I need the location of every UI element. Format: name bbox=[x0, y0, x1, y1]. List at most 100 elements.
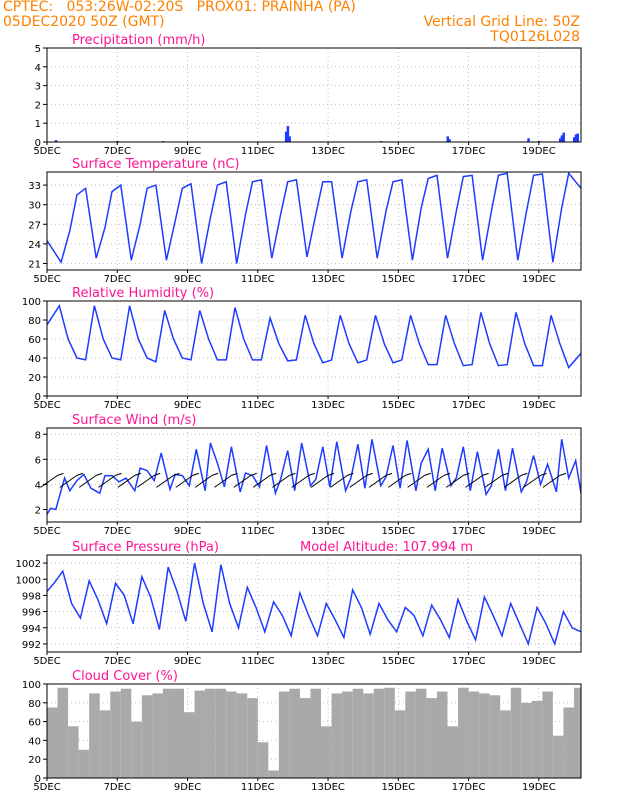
panel-title: Surface Wind (m/s) bbox=[72, 413, 196, 428]
x-tick-label: 5DEC bbox=[33, 782, 60, 793]
y-tick-label: 60 bbox=[28, 335, 41, 346]
cloud-bar bbox=[152, 693, 163, 778]
cloud-bar bbox=[394, 710, 406, 778]
y-tick-label: 992 bbox=[22, 640, 41, 651]
y-tick-label: 20 bbox=[28, 755, 41, 766]
wind-barb bbox=[117, 474, 136, 488]
wind-barb-flag bbox=[521, 472, 528, 476]
wind-barb bbox=[503, 474, 522, 488]
y-tick-label: 1 bbox=[35, 119, 41, 130]
precip-bar bbox=[527, 138, 530, 142]
x-tick-label: 17DEC bbox=[452, 782, 486, 793]
wind-barb-flag bbox=[482, 472, 489, 476]
series-line bbox=[47, 172, 581, 265]
wind-barb-flag bbox=[366, 472, 373, 476]
wind-barb bbox=[252, 474, 271, 488]
cloud-bar bbox=[436, 691, 448, 778]
wind-barb bbox=[426, 474, 445, 488]
cloud-bar bbox=[552, 735, 564, 778]
y-tick-label: 80 bbox=[28, 699, 41, 710]
cloud-bar bbox=[415, 688, 427, 778]
y-tick-label: 60 bbox=[28, 718, 41, 729]
y-tick-label: 24 bbox=[28, 240, 41, 251]
precip-bar bbox=[574, 134, 578, 142]
y-tick-label: 3 bbox=[35, 82, 41, 93]
x-tick-label: 13DEC bbox=[311, 782, 345, 793]
x-tick-label: 11DEC bbox=[241, 274, 275, 285]
precip-bar bbox=[288, 136, 291, 142]
x-tick-label: 15DEC bbox=[381, 656, 415, 667]
y-tick-label: 21 bbox=[28, 259, 41, 270]
wind-barb-flag bbox=[347, 472, 354, 476]
x-tick-label: 17DEC bbox=[452, 656, 486, 667]
cloud-bar bbox=[268, 770, 279, 778]
cloud-bar bbox=[310, 688, 322, 778]
wind-barb-flag bbox=[76, 472, 84, 476]
precip-bar bbox=[286, 126, 290, 142]
x-tick-label: 15DEC bbox=[381, 146, 415, 157]
series-line bbox=[47, 303, 581, 369]
wind-barb bbox=[194, 474, 213, 488]
panel-title: Cloud Cover (%) bbox=[72, 669, 178, 684]
x-tick-label: 19DEC bbox=[522, 782, 556, 793]
panel-2: 21 24 27 30 33 5DEC 7DEC 9DEC 11DEC 13DEC 15DEC 17D… bbox=[28, 157, 582, 285]
x-tick-label: 17DEC bbox=[452, 400, 486, 411]
cloud-bar bbox=[384, 687, 395, 778]
y-tick-label: 4 bbox=[35, 63, 41, 74]
cloud-bar bbox=[278, 691, 290, 778]
panel-frame bbox=[46, 171, 582, 271]
cloud-bar bbox=[184, 712, 195, 778]
wind-barb-flag bbox=[501, 472, 509, 476]
cloud-bar bbox=[531, 700, 543, 778]
y-tick-label: 40 bbox=[28, 354, 41, 365]
wind-barb bbox=[175, 474, 194, 488]
x-tick-label: 7DEC bbox=[104, 782, 131, 793]
cloud-bar bbox=[479, 693, 490, 778]
wind-barb bbox=[542, 474, 561, 488]
cloud-bar bbox=[57, 687, 69, 778]
wind-barb bbox=[98, 474, 116, 488]
y-tick-label: 996 bbox=[22, 608, 41, 619]
y-tick-label: 994 bbox=[22, 624, 41, 635]
precip-bar bbox=[448, 139, 451, 142]
y-tick-label: 40 bbox=[28, 736, 41, 747]
x-tick-label: 5DEC bbox=[33, 274, 60, 285]
cloud-bar bbox=[342, 691, 353, 778]
wind-barb-flag bbox=[96, 472, 103, 476]
x-tick-label: 13DEC bbox=[311, 400, 345, 411]
x-tick-label: 19DEC bbox=[522, 400, 556, 411]
wind-barb-flag bbox=[134, 472, 141, 476]
cloud-bar bbox=[120, 688, 132, 778]
cloud-bar bbox=[257, 742, 269, 778]
x-tick-label: 15DEC bbox=[381, 782, 415, 793]
x-tick-label: 5DEC bbox=[33, 526, 60, 537]
precip-bar bbox=[558, 138, 562, 142]
cloud-bar bbox=[458, 687, 469, 778]
wind-barb-flag bbox=[385, 472, 393, 476]
x-tick-label: 5DEC bbox=[33, 146, 60, 157]
precip-bar bbox=[576, 133, 579, 142]
cloud-bar bbox=[363, 693, 374, 778]
wind-barb bbox=[40, 474, 58, 488]
wind-barb bbox=[368, 474, 387, 488]
wind-barb-flag bbox=[559, 472, 567, 476]
y-tick-label: 998 bbox=[22, 591, 41, 602]
precip-bar bbox=[284, 131, 288, 142]
cloud-bar bbox=[563, 707, 574, 778]
panel-1: 0 1 2 3 4 5 5DEC 7DEC 9DEC 11DEC 13DEC 15DEC 17DEC 19… bbox=[33, 33, 582, 157]
y-tick-label: 100 bbox=[22, 297, 41, 308]
wind-barb-flag bbox=[57, 472, 64, 476]
x-tick-label: 19DEC bbox=[522, 656, 556, 667]
cloud-bar bbox=[299, 698, 311, 778]
cloud-bar bbox=[447, 726, 459, 778]
panel-annotation: Model Altitude: 107.994 m bbox=[300, 540, 473, 555]
wind-barb-flag bbox=[405, 472, 412, 476]
x-tick-label: 9DEC bbox=[174, 274, 201, 285]
x-tick-label: 11DEC bbox=[241, 782, 275, 793]
cloud-bar bbox=[131, 721, 142, 778]
x-tick-label: 19DEC bbox=[522, 274, 556, 285]
cloud-bar bbox=[68, 726, 79, 778]
panel-title: Precipitation (mm/h) bbox=[72, 33, 205, 48]
header-date-line: 05DEC2020 50Z (GMT) bbox=[3, 14, 165, 30]
x-tick-label: 19DEC bbox=[522, 146, 556, 157]
